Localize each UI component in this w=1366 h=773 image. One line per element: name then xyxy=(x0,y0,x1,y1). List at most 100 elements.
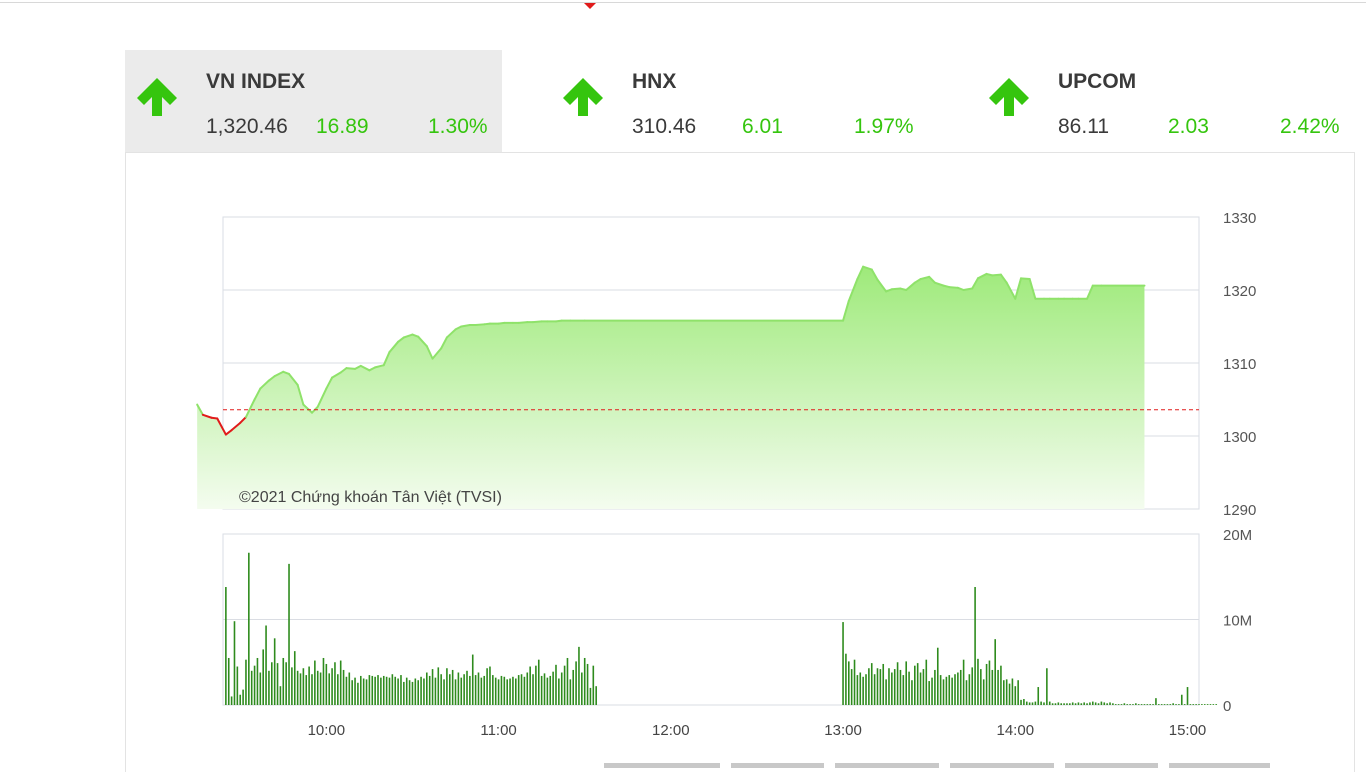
index-name: HNX xyxy=(632,70,677,93)
time-tick-label: 12:00 xyxy=(652,722,690,739)
price-line-segment xyxy=(411,333,420,338)
arrow-up-icon xyxy=(563,78,603,116)
price-line-segment xyxy=(928,275,936,284)
price-line-segment xyxy=(288,372,299,386)
price-line-segment xyxy=(532,320,543,324)
price-line-segment xyxy=(962,287,974,291)
price-tick-label: 1290 xyxy=(1223,502,1256,519)
range-button-5[interactable] xyxy=(1065,763,1158,768)
time-tick-label: 13:00 xyxy=(824,722,862,739)
price-line-segment xyxy=(397,336,405,343)
price-line-segment xyxy=(460,324,471,328)
price-line-segment xyxy=(890,287,902,291)
range-button-4[interactable] xyxy=(950,763,1054,768)
price-line-segment xyxy=(1005,281,1017,300)
price-tick-label: 1310 xyxy=(1223,356,1256,373)
volume-tick-label: 0 xyxy=(1223,698,1231,715)
range-button-1[interactable] xyxy=(604,763,720,768)
price-line-segment xyxy=(253,387,262,401)
index-change: 2.03 xyxy=(1168,115,1209,138)
price-line-segment xyxy=(354,364,362,370)
tab-vn-index[interactable]: VN INDEX 1,320.46 16.89 1.30% xyxy=(125,50,502,152)
arrow-up-icon xyxy=(989,78,1029,116)
index-change: 6.01 xyxy=(742,115,783,138)
index-value: 86.11 xyxy=(1058,115,1109,138)
price-line-segment xyxy=(196,403,204,416)
volume-tick-label: 10M xyxy=(1223,613,1252,630)
price-line-segment xyxy=(431,347,443,360)
price-line-segment xyxy=(359,364,371,372)
price-line-segment xyxy=(517,321,529,324)
price-line-segment xyxy=(913,278,922,284)
chart-panel: 1330 1320 1310 1300 1290 20M 10M 0 ©2021 Chứng k… xyxy=(125,152,1355,772)
price-line-segment xyxy=(259,379,270,390)
price-line-segment xyxy=(368,366,377,372)
price-line-segment xyxy=(402,333,414,339)
price-tick-label: 1320 xyxy=(1223,283,1256,300)
price-line-segment xyxy=(474,323,486,327)
price-line-segment xyxy=(345,367,357,370)
price-line-segment xyxy=(919,275,931,281)
price-tick-label: 1330 xyxy=(1223,210,1256,227)
price-line-segment xyxy=(905,281,916,291)
price-line-segment xyxy=(388,340,400,354)
price-line-segment xyxy=(885,288,893,293)
price-line-segment xyxy=(1086,284,1094,300)
dropdown-caret-icon[interactable] xyxy=(584,3,596,9)
price-line-segment xyxy=(976,272,988,280)
index-name: UPCOM xyxy=(1058,70,1137,93)
tab-hnx[interactable]: HNX 310.46 6.01 1.97% xyxy=(551,50,928,152)
time-tick-label: 15:00 xyxy=(1169,722,1207,739)
price-line-segment xyxy=(425,345,434,360)
price-line-segment xyxy=(971,277,979,290)
price-line-segment xyxy=(999,273,1008,284)
price-line-segment xyxy=(991,273,1002,277)
index-percent: 1.97% xyxy=(854,115,914,138)
price-line-segment xyxy=(230,421,242,432)
range-button-2[interactable] xyxy=(731,763,824,768)
price-line-segment xyxy=(239,416,247,424)
price-line-segment xyxy=(224,429,233,436)
range-button-3[interactable] xyxy=(835,763,939,768)
price-line-segment xyxy=(454,325,463,331)
price-tick-label: 1300 xyxy=(1223,429,1256,446)
price-line-segment xyxy=(201,413,213,419)
time-tick-label: 10:00 xyxy=(308,722,346,739)
price-line-segment xyxy=(282,370,291,375)
intraday-chart[interactable]: 1330 1320 1310 1300 1290 20M 10M 0 ©2021 Chứng k… xyxy=(126,153,1356,773)
price-line-segment xyxy=(933,281,945,287)
price-line-segment xyxy=(445,328,457,339)
top-divider xyxy=(0,2,1366,3)
price-line-segment xyxy=(316,387,328,408)
price-line-segment xyxy=(267,375,276,382)
price-line-segment xyxy=(870,268,879,281)
price-line-segment xyxy=(862,265,873,271)
index-name: VN INDEX xyxy=(206,70,306,93)
arrow-up-icon xyxy=(137,78,177,116)
price-line-segment xyxy=(302,403,313,414)
price-line-segment xyxy=(382,351,391,367)
price-line-segment xyxy=(374,364,385,369)
price-line-segment xyxy=(244,398,256,419)
price-line-segment xyxy=(956,286,965,291)
volume-tick-label: 20M xyxy=(1223,527,1252,544)
price-line-segment xyxy=(331,371,342,379)
price-line-segment xyxy=(876,278,888,293)
index-percent: 1.30% xyxy=(428,115,488,138)
price-line-segment xyxy=(440,336,448,350)
price-area xyxy=(197,266,1145,509)
index-percent: 2.42% xyxy=(1280,115,1340,138)
range-button-6[interactable] xyxy=(1169,763,1270,768)
index-value: 1,320.46 xyxy=(206,115,288,138)
price-line-segment xyxy=(1028,278,1037,300)
price-line-segment xyxy=(325,376,334,390)
time-tick-label: 14:00 xyxy=(997,722,1035,739)
price-line-segment xyxy=(296,383,305,406)
tab-upcom[interactable]: UPCOM 86.11 2.03 2.42% xyxy=(977,50,1354,152)
price-line-segment xyxy=(216,417,227,436)
price-line-segment xyxy=(273,370,285,378)
price-line-segment xyxy=(847,278,859,302)
index-value: 310.46 xyxy=(632,115,697,138)
price-line-segment xyxy=(856,265,865,281)
price-line-segment xyxy=(1014,277,1023,300)
